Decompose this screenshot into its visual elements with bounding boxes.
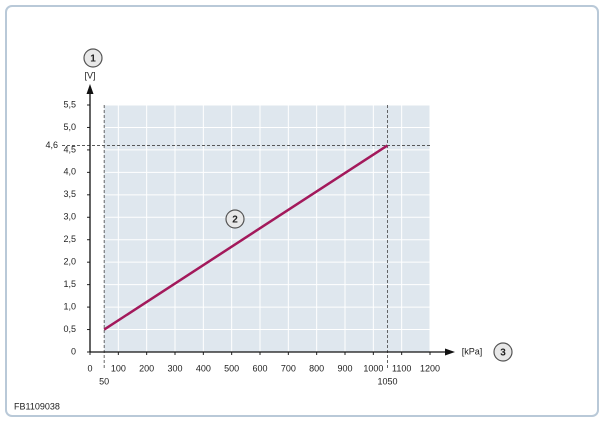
x-tick-label: 0 — [87, 363, 92, 373]
y-axis-label: [V] — [84, 70, 95, 80]
callout-circle — [493, 342, 513, 362]
plot-background — [104, 105, 431, 352]
footer: FB1109038 — [14, 401, 60, 411]
x-tick-label: 500 — [224, 363, 239, 373]
y-axis-arrow — [86, 84, 94, 94]
reference-label: 50 — [99, 376, 109, 386]
y-tick-label: 1,0 — [63, 301, 76, 311]
y-tick-label: 3,5 — [63, 189, 76, 199]
x-axis-label: [kPa] — [462, 346, 483, 356]
callout-label: 2 — [232, 215, 238, 226]
x-tick-label: 300 — [167, 363, 182, 373]
callout-circle — [225, 209, 245, 229]
x-tick-label: 800 — [309, 363, 324, 373]
callout-circle — [83, 48, 103, 68]
x-tick-label: 1200 — [420, 363, 440, 373]
x-axis-arrow — [445, 348, 455, 356]
y-tick-label: 3,0 — [63, 212, 76, 222]
x-tick-label: 400 — [196, 363, 211, 373]
y-tick-label: 0,5 — [63, 324, 76, 334]
x-tick-label: 100 — [111, 363, 126, 373]
data-line — [103, 144, 389, 331]
reference-label: 4,6 — [45, 140, 58, 150]
x-tick-label: 600 — [252, 363, 267, 373]
x-tick-label: 700 — [281, 363, 296, 373]
y-tick-label: 2,0 — [63, 257, 76, 267]
y-tick-label: 5,5 — [63, 99, 76, 109]
y-tick-label: 4,5 — [63, 144, 76, 154]
callout-label: 3 — [500, 348, 506, 359]
y-tick-label: 5,0 — [63, 122, 76, 132]
y-tick-label: 4,0 — [63, 167, 76, 177]
x-tick-label: 900 — [337, 363, 352, 373]
x-tick-label: 1100 — [392, 363, 411, 373]
y-tick-label: 2,5 — [63, 234, 76, 244]
y-tick-label: 0 — [71, 346, 76, 356]
callout-label: 1 — [90, 54, 96, 65]
reference-label: 1050 — [377, 376, 397, 386]
y-tick-label: 1,5 — [63, 279, 76, 289]
x-tick-label: 1000 — [363, 363, 383, 373]
x-tick-label: 200 — [139, 363, 154, 373]
